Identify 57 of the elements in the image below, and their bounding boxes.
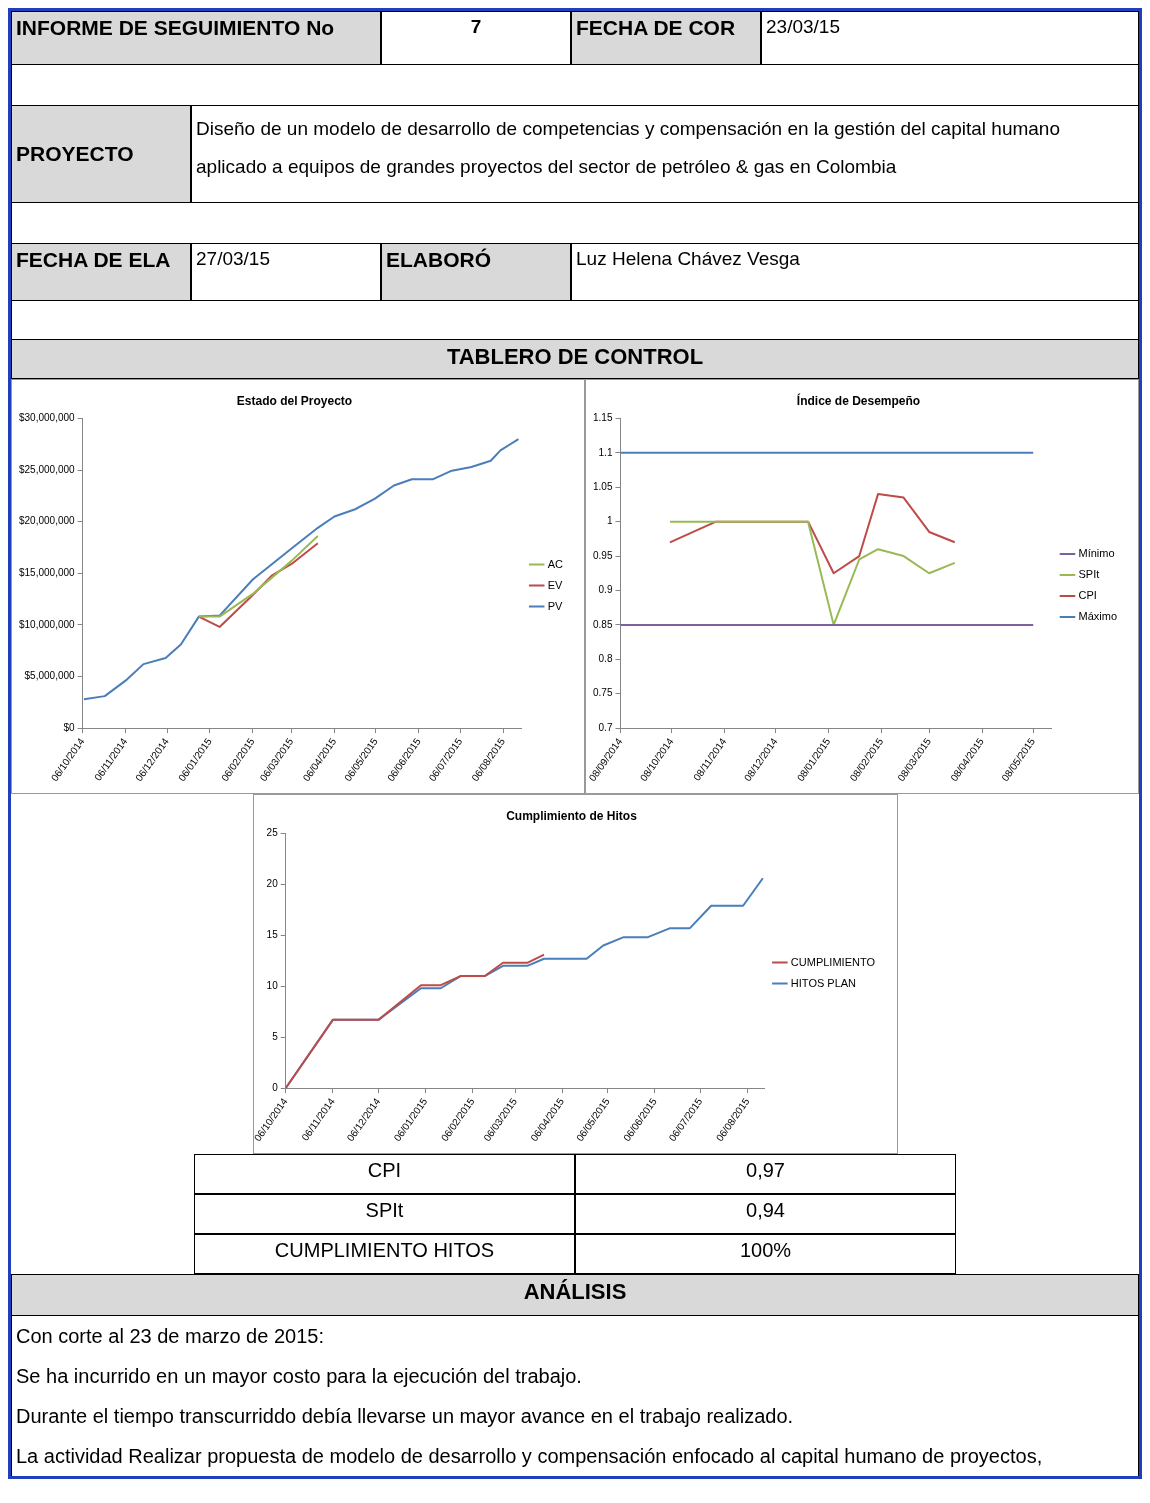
y-tick-label: 0.9 [598,584,613,596]
text: 100% [739,1239,792,1261]
text: CUMPLIMIENTO HITOS [274,1239,495,1261]
y-tick-label: 0 [271,1081,278,1093]
text: 0,97 [746,1159,785,1181]
legend-label: AC [547,557,564,570]
text: Durante el tiempo transcurriddo debía llevarse un mayor avance en el trabajo realizado. [16,1405,794,1427]
legend-label: PV [547,599,564,612]
text: CPI [367,1159,402,1181]
y-tick-label: $15,000,000 [18,567,76,579]
y-tick-label: 5 [271,1030,278,1042]
legend-label: SPIt [1078,568,1100,581]
y-tick-label: $20,000,000 [18,515,76,527]
y-tick-label: 0.95 [592,549,613,561]
text: FECHA DE COR [576,16,736,39]
y-tick-label: 1 [606,515,613,527]
chart-title: Cumplimiento de Hitos [505,808,637,823]
text: Se ha incurrido en un mayor costo para la ejecución del trabajo. [16,1365,582,1387]
text: 27/03/15 [196,248,270,269]
y-tick-label: 0.85 [592,618,613,630]
y-tick-label: $0 [63,721,76,733]
text: SPIt [365,1199,404,1221]
y-tick-label: 0.75 [592,687,613,699]
y-tick-label: 0.8 [598,653,613,665]
text: ANÁLISIS [523,1279,627,1304]
text: INFORME DE SEGUIMIENTO No [16,16,335,39]
chart-title: Estado del Proyecto [236,393,353,408]
text: La actividad Realizar propuesta de modelo de desarrollo y compensación enfocado al capital humano de proyectos, [16,1445,1043,1467]
y-tick-label: $30,000,000 [18,412,76,424]
y-tick-label: $5,000,000 [24,670,76,682]
y-tick-label: $25,000,000 [18,463,76,475]
legend-label: HITOS PLAN [790,976,856,989]
text: Diseño de un modelo de desarrollo de competencias y compensación en la gestión del capital humano aplicado a equipos de grandes proyectos del sector de petróleo & gas en Colombia [196,118,1060,177]
y-tick-label: 1.15 [592,412,613,424]
text: FECHA DE ELA [16,248,171,271]
text: ELABORÓ [386,248,491,271]
text: Luz Helena Chávez Vesga [576,248,800,269]
text: Con corte al 23 de marzo de 2015: [16,1325,324,1347]
legend-label: EV [547,578,564,591]
y-tick-label: 25 [266,827,278,839]
y-tick-label: 15 [266,929,278,941]
text: 23/03/15 [766,16,840,37]
y-tick-label: 1.05 [592,480,613,492]
legend-label: CUMPLIMIENTO [790,955,875,968]
text: 7 [470,16,482,37]
y-tick-label: 0.7 [598,721,613,733]
y-tick-label: $10,000,000 [18,618,76,630]
text: 0,94 [746,1199,785,1221]
y-tick-label: 10 [266,979,278,991]
y-tick-label: 1.1 [598,446,613,458]
text: TABLERO DE CONTROL [446,344,704,369]
legend-label: CPI [1078,589,1097,602]
legend-label: Mínimo [1078,547,1115,560]
text: PROYECTO [16,142,134,166]
y-tick-label: 20 [266,878,278,890]
chart-title: Índice de Desempeño [796,392,921,408]
legend-label: Máximo [1078,610,1117,623]
